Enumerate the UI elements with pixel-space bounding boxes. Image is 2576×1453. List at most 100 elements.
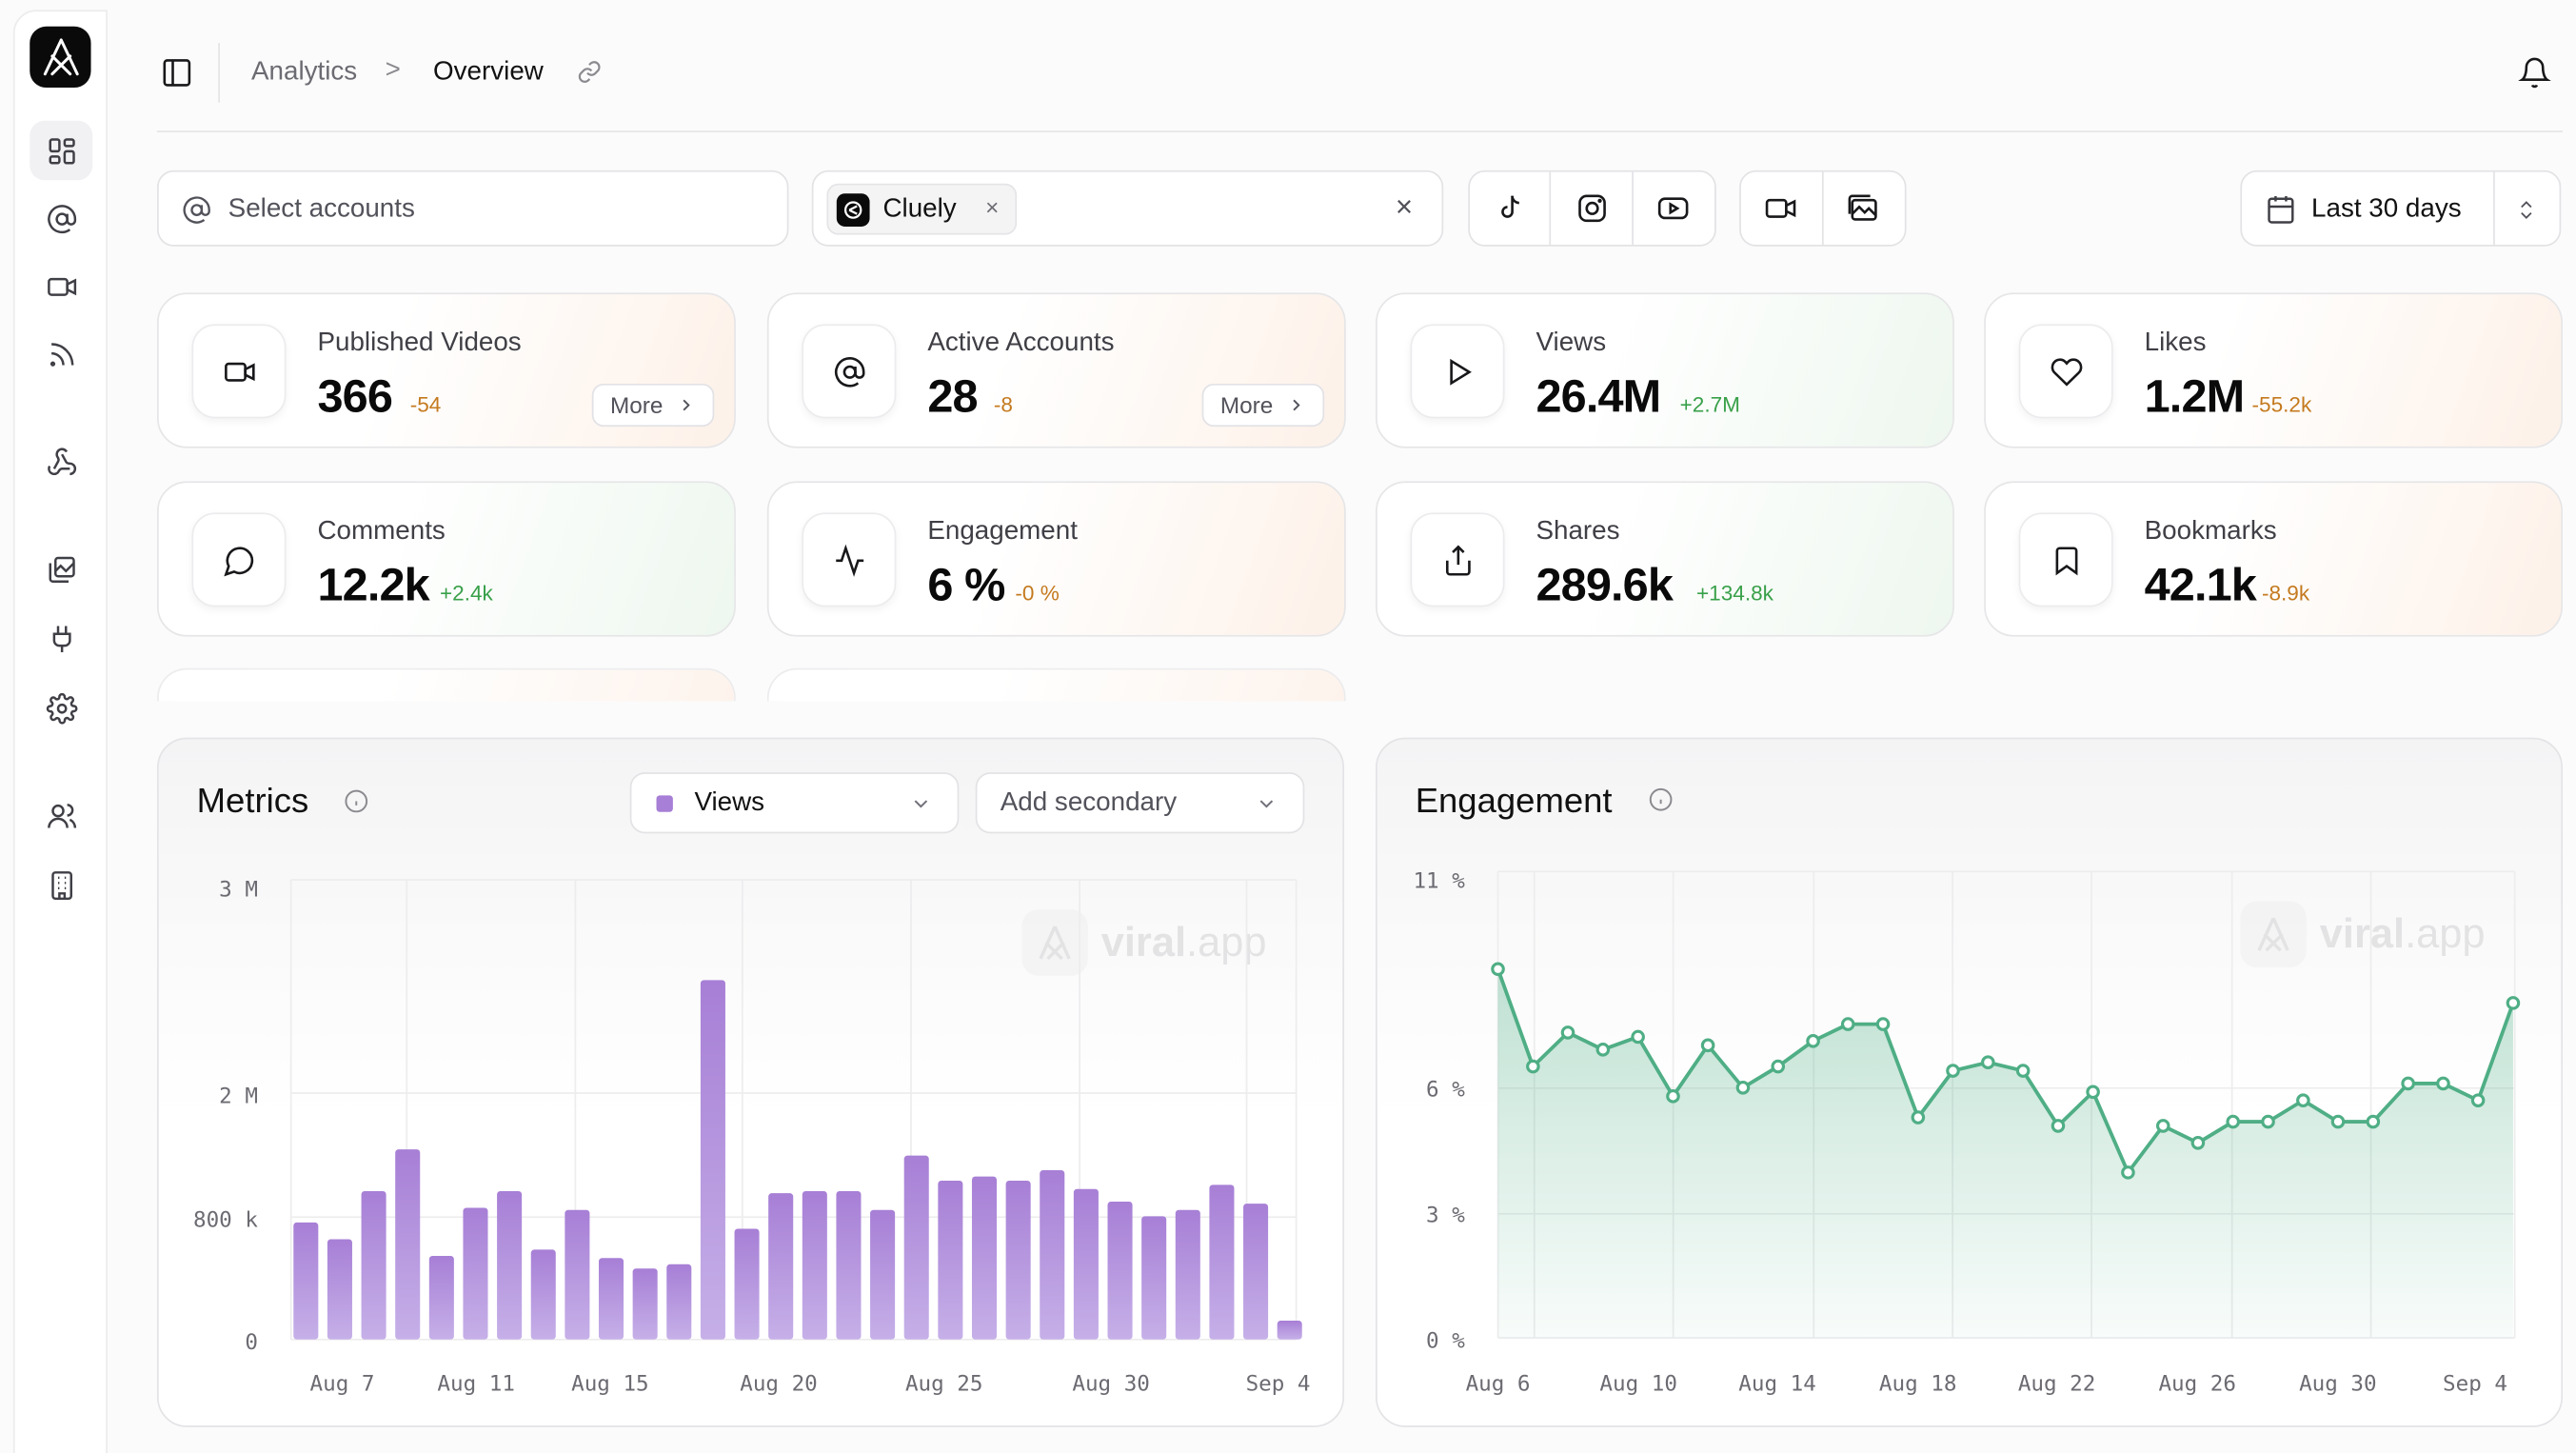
stat-card-comments: Comments 12.2k +2.4k: [156, 481, 736, 637]
stat-delta: -54: [409, 391, 442, 417]
bar: [1243, 1204, 1269, 1340]
data-point: [2330, 1114, 2346, 1129]
x-tick-label: Aug 15: [571, 1372, 649, 1397]
platform-filter: [1468, 169, 1716, 247]
account-chip[interactable]: Cluely ×: [826, 183, 1018, 235]
comment-icon: [223, 546, 253, 576]
sidebar-item-gallery[interactable]: [30, 539, 92, 599]
stat-icon-box: [191, 512, 287, 607]
content-image-button[interactable]: [1823, 172, 1905, 245]
bar: [1141, 1216, 1167, 1340]
more-button[interactable]: More: [591, 383, 715, 428]
y-tick-label: 800 k: [193, 1208, 258, 1233]
bar: [734, 1228, 760, 1340]
chevron-right-icon: [683, 399, 690, 411]
bar: [497, 1190, 523, 1340]
data-point: [2015, 1064, 2031, 1078]
stat-delta: +134.8k: [1695, 580, 1773, 606]
stat-value: 6 %: [927, 559, 1005, 610]
data-point: [2121, 1165, 2135, 1180]
engagement-panel: Engagement viral.app 11 % 6 % 3 % 0 % Aug 6 A…: [1376, 737, 2564, 1427]
gallery-icon: [48, 555, 74, 583]
top-header: Analytics > Overview: [156, 0, 2564, 132]
stat-icon-box: [191, 324, 287, 419]
data-point: [1560, 1025, 1575, 1040]
bar: [870, 1209, 896, 1340]
platform-tiktok-button[interactable]: [1470, 171, 1552, 246]
info-icon[interactable]: [1649, 787, 1674, 812]
gear-icon: [45, 692, 77, 724]
stat-card-likes: Likes 1.2M -55.2k: [1984, 292, 2564, 448]
date-range-select[interactable]: Last 30 days: [2240, 169, 2562, 247]
logo-mark-icon: [42, 37, 78, 75]
sidebar: [12, 10, 108, 1453]
sidebar-toggle-icon[interactable]: [160, 56, 193, 90]
content-type-filter: [1739, 169, 1907, 247]
bar: [598, 1258, 624, 1340]
bar: [327, 1239, 352, 1340]
sidebar-item-organization[interactable]: [30, 855, 92, 915]
plug-icon: [51, 625, 70, 652]
account-avatar: [836, 193, 870, 227]
stat-delta: -55.2k: [2251, 391, 2312, 417]
bookmark-icon: [2054, 546, 2077, 575]
tiktok-icon: [1501, 195, 1520, 218]
breadcrumb-analytics[interactable]: Analytics: [250, 57, 358, 87]
sidebar-item-dashboard[interactable]: [30, 120, 93, 181]
header-divider: [218, 43, 220, 103]
primary-metric-select[interactable]: Views: [629, 772, 960, 834]
content-video-button[interactable]: [1741, 171, 1823, 246]
x-tick-label: Aug 30: [1072, 1372, 1150, 1397]
bar: [1209, 1184, 1235, 1340]
platform-youtube-button[interactable]: [1633, 172, 1714, 245]
bar: [395, 1149, 421, 1340]
watermark-brand: viral: [2319, 910, 2406, 957]
account-select[interactable]: Select accounts: [156, 169, 789, 247]
bar: [463, 1207, 488, 1340]
data-point: [1735, 1080, 1751, 1095]
stat-delta: -8: [993, 391, 1013, 417]
stat-title: Comments: [317, 517, 446, 547]
x-tick-label: Aug 11: [437, 1372, 515, 1397]
rss-icon: [50, 342, 73, 366]
x-tick-label: Aug 18: [1879, 1372, 1957, 1397]
bar: [836, 1190, 862, 1340]
sidebar-item-settings[interactable]: [30, 678, 92, 738]
bar: [802, 1190, 827, 1340]
play-icon: [1449, 358, 1472, 385]
selected-accounts-field[interactable]: Cluely × ×: [811, 169, 1444, 247]
sidebar-item-videos[interactable]: [30, 256, 92, 316]
activity-icon: [835, 543, 863, 577]
app-logo[interactable]: [30, 26, 91, 89]
info-icon[interactable]: [344, 788, 368, 813]
data-point: [1946, 1064, 1960, 1078]
chevron-right-icon: [1293, 399, 1300, 411]
stat-card-shares: Shares 289.6k +134.8k: [1376, 481, 1954, 637]
watermark-suffix: .app: [1186, 918, 1267, 965]
link-icon[interactable]: [577, 60, 602, 85]
watermark-logo-icon: [2240, 901, 2307, 968]
data-point: [1491, 962, 1505, 977]
platform-instagram-button[interactable]: [1552, 171, 1634, 246]
bell-icon[interactable]: [2518, 56, 2551, 90]
sidebar-item-integrations[interactable]: [30, 608, 92, 668]
data-point: [1666, 1089, 1680, 1104]
video-icon: [47, 276, 76, 295]
stat-card-partial: [766, 667, 1346, 702]
secondary-metric-select[interactable]: Add secondary: [975, 772, 1305, 834]
stat-value: 1.2M: [2144, 370, 2246, 422]
watermark: viral.app: [2240, 901, 2486, 968]
sidebar-item-team[interactable]: [30, 786, 92, 846]
bar: [565, 1209, 590, 1340]
chip-remove-icon[interactable]: ×: [985, 193, 1000, 220]
clear-accounts-icon[interactable]: ×: [1395, 189, 1414, 224]
sidebar-item-webhooks[interactable]: [30, 431, 92, 491]
stat-card-bookmarks: Bookmarks 42.1k -8.9k: [1984, 481, 2564, 637]
data-point: [2190, 1136, 2206, 1150]
bar: [1005, 1181, 1031, 1340]
more-button[interactable]: More: [1201, 383, 1325, 428]
sidebar-item-feeds[interactable]: [30, 324, 92, 384]
chevron-up-down-icon[interactable]: [2515, 195, 2538, 225]
watermark: viral.app: [1021, 909, 1267, 976]
sidebar-item-accounts[interactable]: [30, 189, 92, 249]
